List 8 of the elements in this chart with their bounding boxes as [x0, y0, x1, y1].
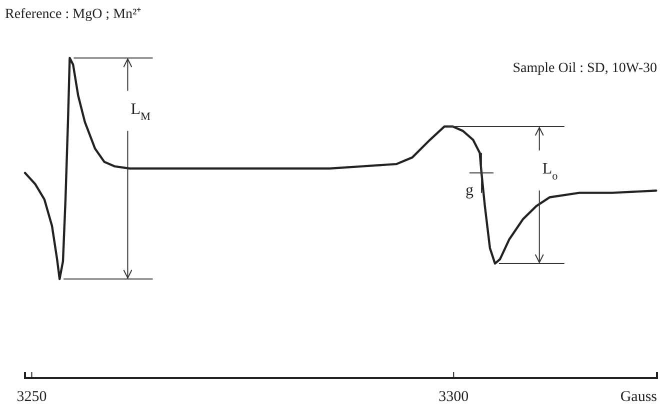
annotation: L$_{M}$ — [130, 100, 150, 123]
x-tick-label: 3300 — [438, 389, 469, 405]
annotation: g — [465, 182, 474, 199]
x-tick-label: 3250 — [16, 389, 47, 405]
annotation: L$_{o}$ — [542, 160, 558, 182]
chart-subtitle: Sample Oil : SD, 10W-30 — [512, 61, 657, 76]
x-axis-title: Gauss — [620, 389, 658, 405]
chart-title: Reference : MgO ; Mn²⁺ — [5, 7, 142, 22]
